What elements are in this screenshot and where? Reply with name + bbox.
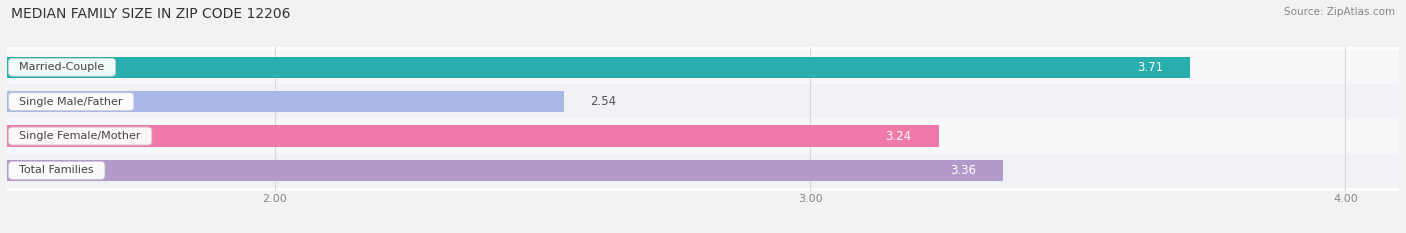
Bar [7,119,1399,153]
Text: Total Families: Total Families [13,165,101,175]
Text: 3.36: 3.36 [950,164,976,177]
Text: Single Female/Mother: Single Female/Mother [13,131,148,141]
Text: 3.24: 3.24 [886,130,912,143]
Text: Source: ZipAtlas.com: Source: ZipAtlas.com [1284,7,1395,17]
Bar [7,153,1399,188]
Bar [7,57,1189,78]
Bar [7,91,564,112]
Text: 2.54: 2.54 [591,95,617,108]
Text: Married-Couple: Married-Couple [13,62,111,72]
Text: Single Male/Father: Single Male/Father [13,97,129,107]
Text: 3.71: 3.71 [1137,61,1163,74]
Bar [7,84,1399,119]
Text: MEDIAN FAMILY SIZE IN ZIP CODE 12206: MEDIAN FAMILY SIZE IN ZIP CODE 12206 [11,7,291,21]
Bar [7,125,939,147]
Bar [7,160,1002,181]
Bar [7,50,1399,84]
